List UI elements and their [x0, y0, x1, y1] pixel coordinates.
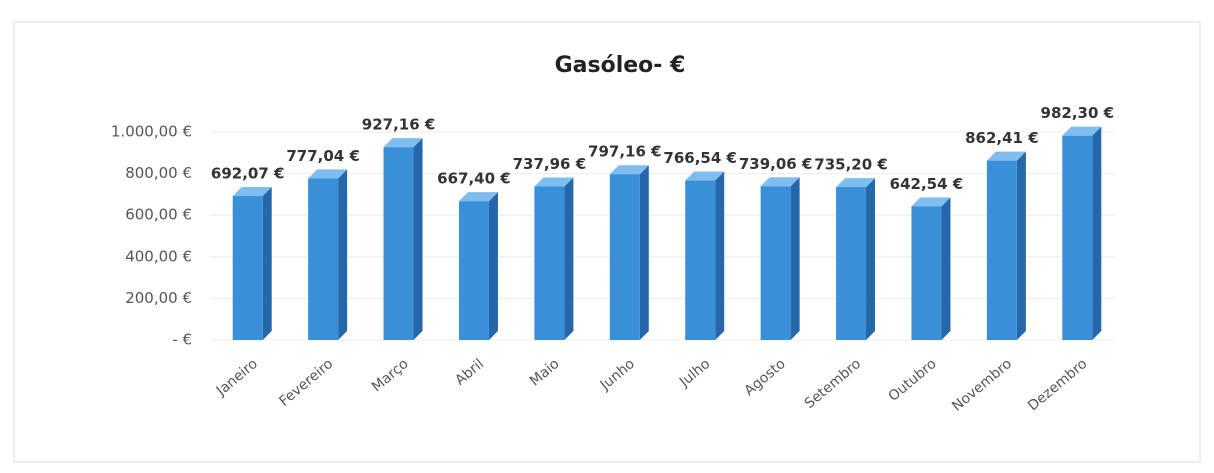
bar-side [639, 165, 649, 340]
y-tick-label: - € [172, 331, 192, 349]
bar [685, 180, 716, 340]
chart-title: Gasóleo- € [555, 53, 686, 78]
value-label: 766,54 € [663, 149, 737, 167]
bar-side [338, 169, 348, 340]
bar [232, 196, 263, 340]
y-tick-label: 1.000,00 € [111, 123, 192, 141]
bar [911, 206, 942, 340]
value-label: 927,16 € [362, 116, 436, 134]
bar-side [1016, 151, 1026, 340]
bar [458, 201, 489, 340]
bar-top [1062, 126, 1102, 136]
bar-top [760, 177, 800, 187]
value-label: 642,54 € [890, 175, 964, 193]
bar-top [685, 171, 725, 181]
bar [986, 160, 1017, 340]
bar-side [564, 177, 574, 340]
value-label: 739,06 € [739, 155, 813, 173]
bar-side [1092, 126, 1102, 340]
bar-side [488, 192, 498, 340]
bar-top [232, 187, 272, 197]
bar-top [986, 151, 1026, 161]
bar [609, 174, 640, 340]
y-tick-label: 600,00 € [125, 206, 192, 224]
bar-top [308, 169, 348, 179]
bar-side [790, 177, 800, 340]
bar-top [458, 192, 498, 202]
bar-side [866, 178, 876, 340]
value-label: 735,20 € [814, 156, 888, 174]
bar [760, 186, 791, 340]
bar [1062, 135, 1093, 340]
value-label: 777,04 € [286, 147, 360, 165]
bar [383, 147, 414, 340]
bar-side [715, 171, 725, 340]
y-tick-label: 400,00 € [125, 247, 192, 265]
value-label: 982,30 € [1041, 104, 1115, 122]
bar-top [836, 178, 876, 188]
bar-top [534, 177, 574, 187]
bar [836, 187, 867, 340]
value-label: 797,16 € [588, 143, 662, 161]
value-label: 862,41 € [965, 129, 1039, 147]
y-tick-label: 800,00 € [125, 164, 192, 182]
bar-side [262, 187, 272, 340]
bar-side [413, 138, 423, 340]
bar [308, 178, 339, 340]
bar-top [383, 138, 423, 148]
bar-top [911, 197, 951, 207]
value-label: 692,07 € [211, 165, 285, 183]
bar-side [941, 197, 951, 340]
bar-top [609, 165, 649, 175]
value-label: 737,96 € [513, 155, 587, 173]
bar [534, 186, 565, 340]
value-label: 667,40 € [437, 170, 511, 188]
y-tick-label: 200,00 € [125, 289, 192, 307]
